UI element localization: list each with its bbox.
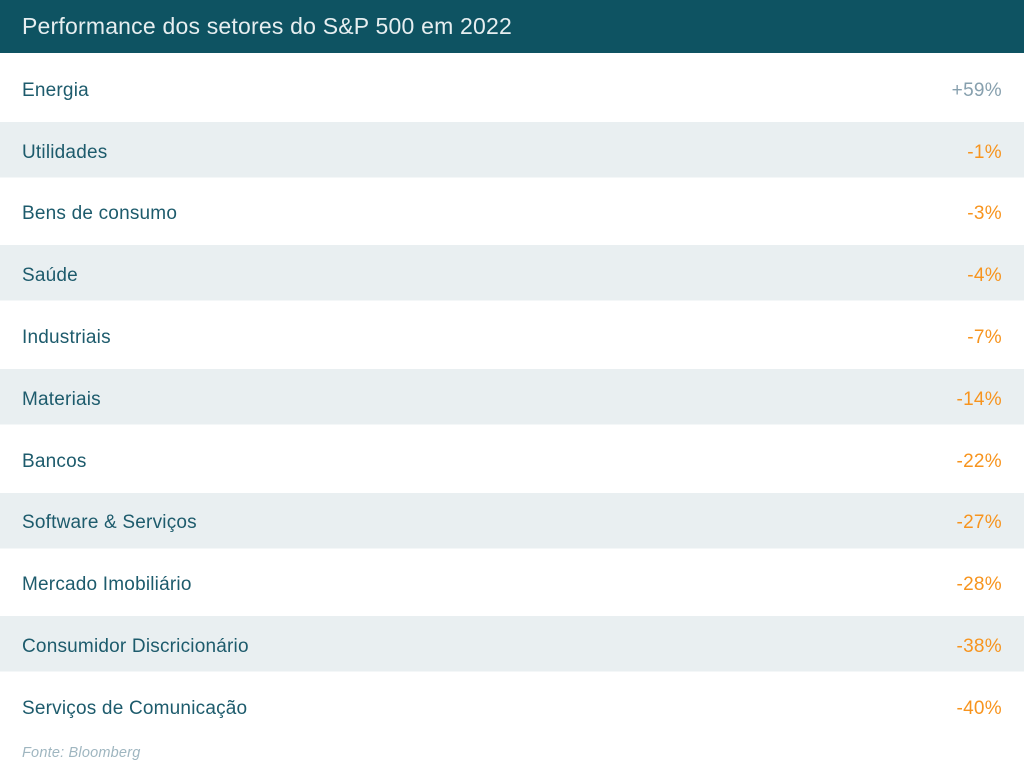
table-row: Software & Serviços -27%: [0, 492, 1024, 555]
sector-value: -14%: [956, 388, 1002, 410]
sector-label: Industriais: [22, 327, 111, 349]
table-row: Utilidades -1%: [0, 121, 1024, 184]
table-row: Energia +59%: [0, 60, 1024, 122]
sector-label: Bens de consumo: [22, 203, 178, 225]
sector-label: Bancos: [22, 450, 87, 472]
sector-value: +59%: [951, 79, 1002, 101]
table-row: Bancos -22%: [0, 431, 1024, 493]
sector-value: -3%: [967, 203, 1002, 225]
table-title-bar: Performance dos setores do S&P 500 em 20…: [0, 0, 1024, 53]
table-row: Materiais -14%: [0, 368, 1024, 431]
sector-value: -1%: [967, 141, 1002, 163]
table-row: Saúde -4%: [0, 245, 1024, 308]
table-row: Consumidor Discricionário -38%: [0, 616, 1024, 678]
table-title: Performance dos setores do S&P 500 em 20…: [22, 13, 512, 39]
sector-label: Energia: [22, 79, 89, 101]
table-row: Mercado Imobiliário -28%: [0, 554, 1024, 616]
sector-label: Utilidades: [22, 141, 108, 163]
sector-value: -28%: [956, 574, 1002, 596]
sector-value: -38%: [956, 636, 1002, 658]
table-row: Industriais -7%: [0, 307, 1024, 369]
sector-value: -7%: [967, 327, 1002, 349]
sector-label: Saúde: [22, 265, 78, 287]
sector-value: -4%: [967, 265, 1002, 287]
sector-label: Software & Serviços: [22, 512, 197, 534]
source-note: Fonte: Bloomberg: [22, 744, 141, 761]
sector-label: Materiais: [22, 388, 101, 410]
sector-value: -40%: [956, 697, 1002, 719]
table-body: Energia +59% Utilidades -1% Bens de cons…: [0, 60, 1024, 740]
sector-label: Mercado Imobiliário: [22, 574, 192, 596]
sector-value: -22%: [956, 450, 1002, 472]
sector-label: Serviços de Comunicação: [22, 697, 248, 719]
sector-label: Consumidor Discricionário: [22, 636, 249, 658]
table-row: Serviços de Comunicação -40%: [0, 678, 1024, 740]
sector-value: -27%: [956, 512, 1002, 534]
table-row: Bens de consumo -3%: [0, 184, 1024, 246]
